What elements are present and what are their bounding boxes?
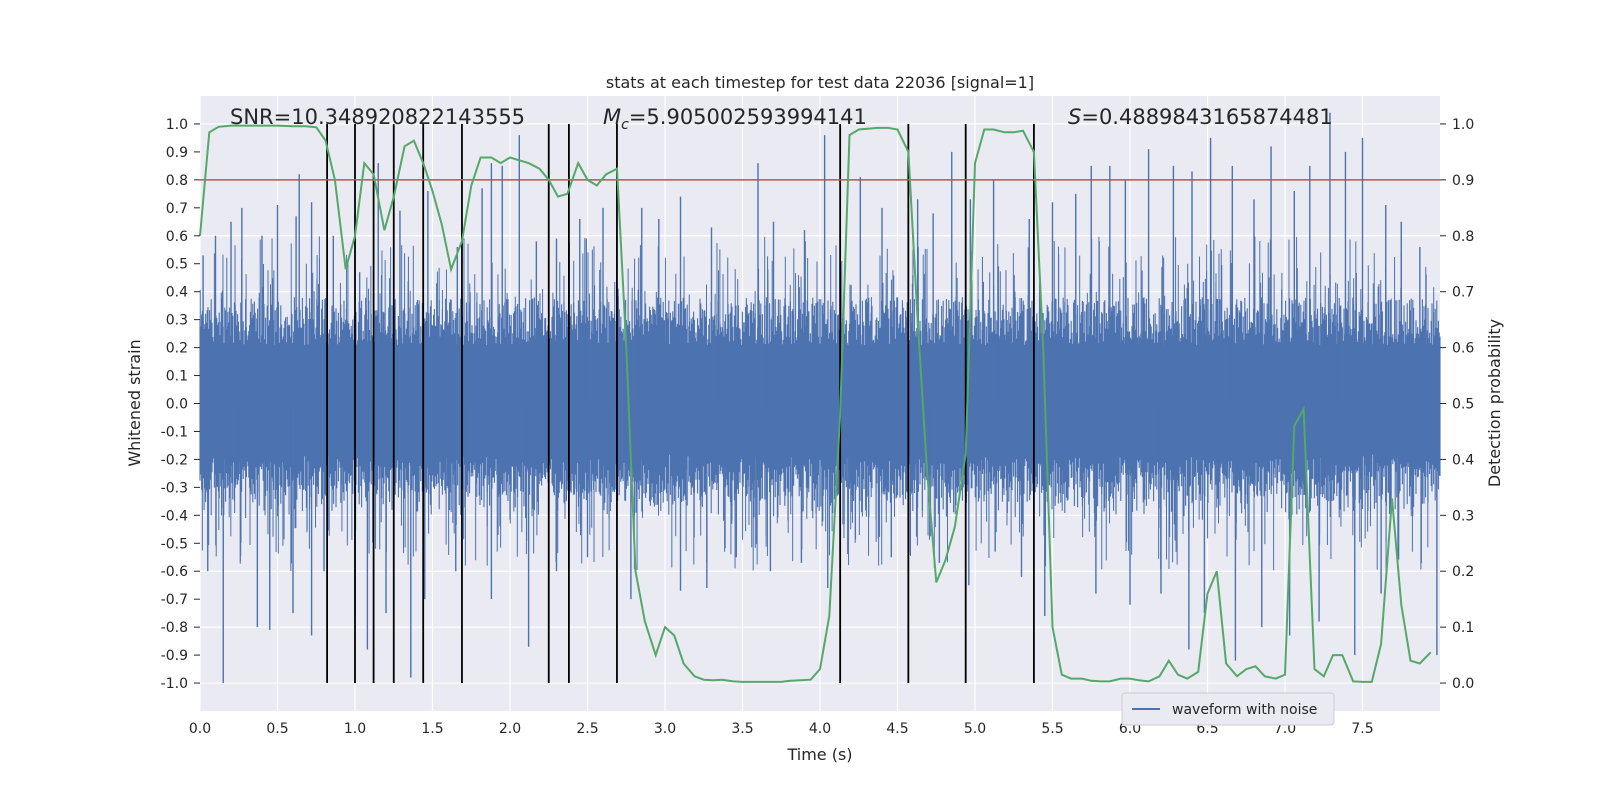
y-left-tick-label: -0.2 [161, 452, 188, 468]
y-right-tick-label: 0.2 [1452, 564, 1474, 580]
x-tick-label: 3.5 [731, 721, 753, 737]
vertical-marker-lines [326, 123, 1035, 684]
chirp-mass-annotation: Mc=5.905002593994141 [603, 105, 867, 133]
x-tick-label: 4.5 [886, 721, 908, 737]
x-axis-ticks: 0.0 0.5 1.0 1.5 2.0 2.5 3.0 3.5 4.0 4.5 5.0 5.5 6.0 6… [189, 721, 1374, 737]
y-right-tick-label: 0.3 [1452, 508, 1474, 524]
y-left-tick-label: -1.0 [161, 676, 188, 692]
y-left-tick-label: -0.7 [161, 592, 188, 608]
y-left-tick-label: 0.7 [166, 201, 188, 217]
x-tick-label: 1.0 [344, 721, 366, 737]
y-left-tick-label: 0.6 [166, 229, 188, 245]
y-left-tick-label: -0.3 [161, 480, 188, 496]
y-right-axis-ticks: 1.0 0.9 0.8 0.7 0.6 0.5 0.4 0.3 0.2 0.1 0.0 [1440, 117, 1474, 692]
y-left-tick-label: -0.6 [161, 564, 188, 580]
chirp-mass-value: =5.905002593994141 [629, 105, 867, 129]
y-right-tick-label: 0.0 [1452, 676, 1474, 692]
probability-series [199, 124, 1432, 683]
y-left-tick-label: -0.5 [161, 536, 188, 552]
y-left-tick-label: 0.4 [166, 285, 188, 301]
x-tick-label: 4.0 [809, 721, 831, 737]
x-tick-label: 0.5 [266, 721, 288, 737]
x-tick-label: 0.0 [189, 721, 211, 737]
y-right-tick-label: 1.0 [1452, 117, 1474, 133]
x-tick-label: 1.5 [421, 721, 443, 737]
y-left-tick-label: 0.2 [166, 341, 188, 357]
legend-label: waveform with noise [1172, 702, 1317, 718]
y-right-tick-label: 0.4 [1452, 452, 1474, 468]
y-left-tick-label: 0.9 [166, 145, 188, 161]
x-tick-label: 3.0 [654, 721, 676, 737]
x-tick-label: 7.5 [1351, 721, 1373, 737]
y-right-tick-label: 0.9 [1452, 173, 1474, 189]
x-tick-label: 2.0 [499, 721, 521, 737]
y-left-tick-label: 1.0 [166, 117, 188, 133]
y-left-tick-label: 0.8 [166, 173, 188, 189]
legend-box [1121, 692, 1335, 726]
y-left-tick-label: -0.1 [161, 424, 188, 440]
y-left-tick-label: -0.8 [161, 620, 188, 636]
y-left-tick-label: 0.3 [166, 313, 188, 329]
y-left-tick-label: -0.4 [161, 508, 188, 524]
s-value: =0.4889843165874481 [1081, 105, 1332, 129]
y-right-tick-label: 0.5 [1452, 397, 1474, 413]
x-tick-label: 5.5 [1041, 721, 1063, 737]
chirp-mass-symbol: M [603, 105, 621, 129]
legend: waveform with noise [1121, 692, 1335, 726]
y-right-tick-label: 0.7 [1452, 285, 1474, 301]
s-symbol: S [1068, 105, 1081, 129]
x-tick-label: 5.0 [964, 721, 986, 737]
y-left-tick-label: -0.9 [161, 648, 188, 664]
x-tick-label: 2.5 [576, 721, 598, 737]
y-left-tick-label: 0.1 [166, 369, 188, 385]
y-right-tick-label: 0.6 [1452, 341, 1474, 357]
y-left-tick-label: 0.5 [166, 257, 188, 273]
chirp-mass-subscript: c [621, 117, 629, 133]
y-left-tick-label: 0.0 [166, 397, 188, 413]
x-axis-title: Time (s) [786, 745, 852, 764]
s-annotation: S=0.4889843165874481 [1068, 105, 1333, 129]
y-right-tick-label: 0.1 [1452, 620, 1474, 636]
snr-annotation: SNR=10.348920822143555 [230, 105, 525, 129]
probability-line [199, 124, 1432, 683]
chart-title: stats at each timestep for test data 220… [606, 73, 1034, 92]
y-right-tick-label: 0.8 [1452, 229, 1474, 245]
y-left-axis-title: Whitened strain [125, 339, 144, 466]
waveform-series [199, 112, 1441, 684]
y-right-axis-title: Detection probability [1485, 319, 1504, 487]
y-left-axis-ticks: 1.0 0.9 0.8 0.7 0.6 0.5 0.4 0.3 0.2 0.1 0.0 -0.1 -0.… [161, 117, 200, 692]
